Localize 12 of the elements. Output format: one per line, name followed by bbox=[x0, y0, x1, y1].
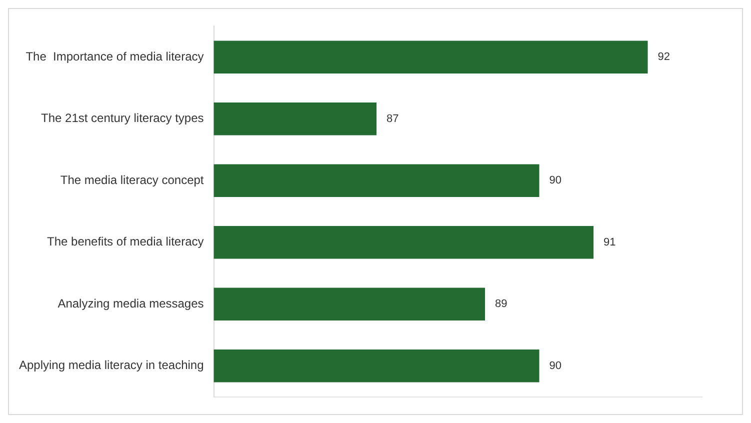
y-tick-label: The benefits of media literacy bbox=[47, 234, 204, 249]
data-label: 90 bbox=[549, 360, 562, 372]
y-tick-label: Analyzing media messages bbox=[58, 296, 204, 310]
y-tick-label: Applying media literacy in teaching bbox=[18, 358, 204, 372]
y-tick-label: The 21st century literacy types bbox=[41, 111, 204, 126]
data-label: 92 bbox=[658, 51, 670, 64]
data-label: 87 bbox=[386, 112, 399, 125]
data-label: 90 bbox=[549, 174, 562, 187]
data-label: 89 bbox=[495, 298, 508, 310]
y-tick-label: The Importance of media literacy bbox=[26, 49, 204, 64]
data-label: 91 bbox=[604, 236, 616, 248]
y-tick-label: The media literacy concept bbox=[60, 172, 204, 187]
